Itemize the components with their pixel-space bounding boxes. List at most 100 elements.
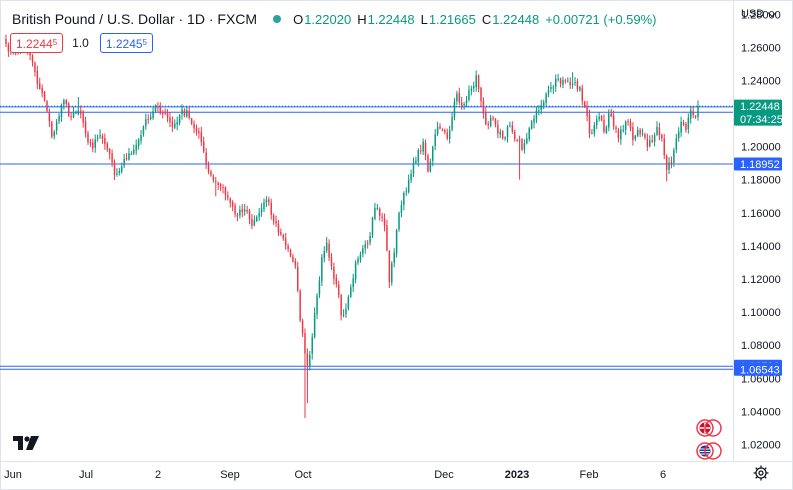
candle-body: [292, 256, 294, 262]
candle-body: [337, 284, 340, 295]
candle-body: [309, 354, 311, 366]
candle-body: [31, 56, 34, 63]
symbol-title[interactable]: British Pound / U.S. Dollar · 1D · FXCM: [12, 11, 258, 27]
candle-body: [489, 117, 492, 127]
candle-body: [270, 203, 272, 215]
candle-body: [190, 118, 193, 124]
candle-body: [499, 131, 502, 135]
candle-body: [538, 110, 540, 112]
candle-body: [92, 142, 94, 149]
candle-body: [72, 112, 75, 117]
candle-body: [282, 235, 285, 239]
buy-button[interactable]: 1.22455: [99, 33, 153, 53]
candle-body: [451, 116, 453, 130]
candle-body: [284, 238, 287, 246]
candle-body: [359, 254, 362, 260]
ohlc-low: L1.21665: [420, 11, 476, 27]
candle-body: [432, 146, 434, 161]
price-tick-label: 1.10000: [741, 307, 781, 319]
candle-body: [362, 248, 364, 254]
candle-body: [388, 251, 391, 283]
candle-body: [600, 115, 603, 121]
price-axis[interactable]: 1.280001.260001.240001.220001.200001.180…: [741, 9, 781, 451]
candle-body: [357, 258, 359, 263]
candle-body: [545, 93, 547, 103]
candle-body: [661, 134, 663, 139]
candle-body: [374, 207, 376, 219]
time-axis[interactable]: Jun Jul 2 Sep Oct Dec 2023 Feb 6: [4, 469, 666, 481]
candle-body: [591, 132, 593, 134]
candle-body: [504, 137, 506, 139]
candle-body: [217, 182, 219, 185]
candle-body: [521, 139, 523, 150]
candle-body: [369, 235, 371, 243]
candle-body: [29, 52, 31, 56]
candle-body: [468, 90, 470, 100]
candle-body: [224, 187, 227, 195]
price-badge: [734, 362, 782, 376]
time-tick-label: Jul: [79, 469, 93, 481]
candle-body: [668, 162, 670, 170]
candle-body: [658, 127, 661, 136]
candle-body: [140, 134, 142, 141]
candle-body: [603, 119, 605, 132]
candle-body: [205, 152, 207, 165]
candle-body: [161, 113, 164, 115]
candle-body: [154, 106, 157, 112]
gbp-flag-icon[interactable]: [695, 418, 723, 438]
candle-body: [366, 243, 369, 245]
candle-body: [60, 105, 63, 117]
time-tick-label: Feb: [580, 469, 599, 481]
sell-button[interactable]: 1.22445: [10, 33, 64, 53]
candle-body: [94, 139, 96, 148]
candle-body: [321, 257, 323, 282]
candle-body: [272, 215, 275, 222]
candle-body: [663, 138, 665, 156]
usd-flag-icon[interactable]: [695, 441, 723, 461]
candle-body: [212, 176, 215, 181]
price-tick-label: 1.08000: [741, 340, 781, 352]
price-tick-label: 1.18000: [741, 175, 781, 187]
candle-body: [615, 127, 617, 129]
candle-body: [595, 119, 598, 126]
candle-body: [354, 262, 357, 280]
candle-body: [5, 39, 7, 45]
candle-body: [395, 230, 398, 254]
legend: British Pound / U.S. Dollar · 1D · FXCM …: [12, 10, 663, 28]
gear-icon[interactable]: [753, 465, 769, 481]
candle-body: [562, 80, 564, 85]
candle-body: [514, 131, 516, 139]
price-tick-label: 1.04000: [741, 406, 781, 418]
candle-body: [171, 121, 174, 127]
candle-body: [690, 110, 692, 119]
price-badge: [734, 157, 782, 171]
price-badge-label: 1.06543: [740, 364, 780, 376]
candle-body: [641, 133, 644, 135]
time-tick-label: 6: [660, 469, 666, 481]
candle-body: [535, 110, 538, 120]
spread-value: 1.0: [72, 36, 89, 50]
candle-body: [236, 214, 239, 217]
candle-body: [340, 294, 342, 316]
ohlc-open: O1.22020: [293, 11, 352, 27]
candle-body: [142, 126, 145, 135]
horizontal-lines[interactable]: [0, 105, 733, 370]
candle-body: [145, 119, 147, 127]
candle-body: [231, 202, 234, 207]
candle-body: [439, 126, 441, 129]
candle-body: [434, 134, 436, 147]
candle-body: [383, 218, 386, 227]
currency-selector[interactable]: USD: [741, 8, 777, 20]
candle-body: [629, 122, 632, 129]
candle-body: [152, 111, 154, 118]
candle-body: [149, 116, 152, 120]
candle-body: [79, 110, 82, 114]
candle-body: [441, 129, 444, 131]
candle-body: [342, 314, 345, 316]
candle-body: [241, 208, 244, 213]
candle-body: [692, 111, 694, 116]
candle-body: [251, 218, 253, 227]
candle-body: [436, 126, 439, 134]
tradingview-logo-icon[interactable]: [13, 436, 41, 450]
